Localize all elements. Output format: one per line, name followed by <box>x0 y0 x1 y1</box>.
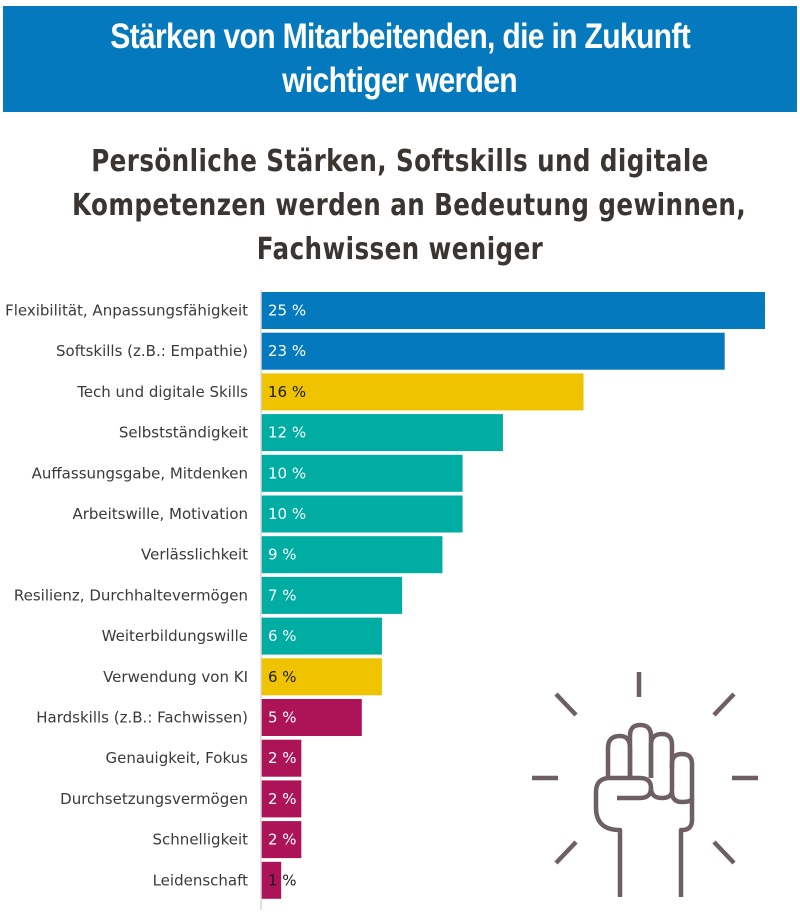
category-label: Verwendung von KI <box>103 668 248 686</box>
category-label: Weiterbildungswille <box>102 627 248 645</box>
value-label: 10 % <box>268 505 306 523</box>
value-label: 1 % <box>268 871 297 889</box>
ray-top-left <box>554 692 578 717</box>
bar-1 <box>261 292 765 329</box>
bar-12 <box>261 739 302 777</box>
value-label: 6 % <box>268 627 297 645</box>
bar-4 <box>261 414 503 452</box>
bar-2 <box>261 332 725 370</box>
value-label: 23 % <box>268 342 306 360</box>
subtitle-line-3: Fachwissen weniger <box>256 232 544 267</box>
value-label: 16 % <box>268 383 306 401</box>
value-label: 2 % <box>268 790 297 808</box>
finger-1 <box>605 733 633 778</box>
bar-15 <box>261 861 282 899</box>
value-label: 5 % <box>268 709 297 727</box>
value-label: 6 % <box>268 668 297 686</box>
finger-2 <box>627 722 654 778</box>
subtitle-line-2: Kompetenzen werden an Bedeutung gewinnen… <box>72 188 747 223</box>
category-label: Leidenschaft <box>153 871 249 889</box>
title-banner: Stärken von Mitarbeitenden, die in Zukun… <box>3 6 797 112</box>
thumb <box>593 775 654 897</box>
subtitle-line-1: Persönliche Stärken, Softskills und digi… <box>91 144 709 179</box>
category-label: Selbstständigkeit <box>119 424 248 442</box>
value-label: 2 % <box>268 831 297 849</box>
ray-top-right <box>712 692 736 717</box>
bar-13 <box>261 780 302 818</box>
value-label: 2 % <box>268 749 297 767</box>
title-line-1: Stärken von Mitarbeitenden, die in Zukun… <box>110 17 691 56</box>
category-label: Resilienz, Durchhaltevermögen <box>14 586 248 604</box>
chart-subtitle: Persönliche Stärken, Softskills und digi… <box>0 140 800 272</box>
category-label: Flexibilität, Anpassungsfähigkeit <box>5 302 248 320</box>
bar-10 <box>261 658 382 696</box>
title-line-2: wichtiger werden <box>282 61 519 100</box>
category-label: Schnelligkeit <box>153 831 249 849</box>
value-label: 10 % <box>268 464 306 482</box>
bar-3 <box>261 373 584 411</box>
category-label: Genauigkeit, Fokus <box>105 749 248 767</box>
bar-8 <box>261 576 403 614</box>
category-label: Softskills (z.B.: Empathie) <box>56 342 248 360</box>
category-label: Verlässlichkeit <box>141 546 248 564</box>
category-label: Hardskills (z.B.: Fachwissen) <box>36 709 248 727</box>
finger-3 <box>648 731 675 801</box>
category-label: Tech und digitale Skills <box>76 383 248 401</box>
value-label: 12 % <box>268 424 306 442</box>
bar-14 <box>261 821 302 859</box>
finger-4 <box>669 751 695 805</box>
palm-right <box>678 798 695 897</box>
bar-7 <box>261 536 443 574</box>
category-label: Arbeitswille, Motivation <box>72 505 248 523</box>
category-label: Auffassungsgabe, Mitdenken <box>32 464 248 482</box>
value-label: 25 % <box>268 302 306 320</box>
bars-group: Flexibilität, Anpassungsfähigkeit 25 % Sof… <box>5 292 765 899</box>
bar-9 <box>261 617 382 655</box>
ray-bottom-left <box>554 840 578 865</box>
bar-6 <box>261 495 463 533</box>
value-label: 7 % <box>268 586 297 604</box>
raised-fist-icon <box>532 672 758 897</box>
bar-11 <box>261 699 362 736</box>
category-label: Durchsetzungsvermögen <box>60 790 248 808</box>
bar-5 <box>261 454 463 492</box>
ray-bottom-right <box>712 840 736 865</box>
value-label: 9 % <box>268 546 297 564</box>
